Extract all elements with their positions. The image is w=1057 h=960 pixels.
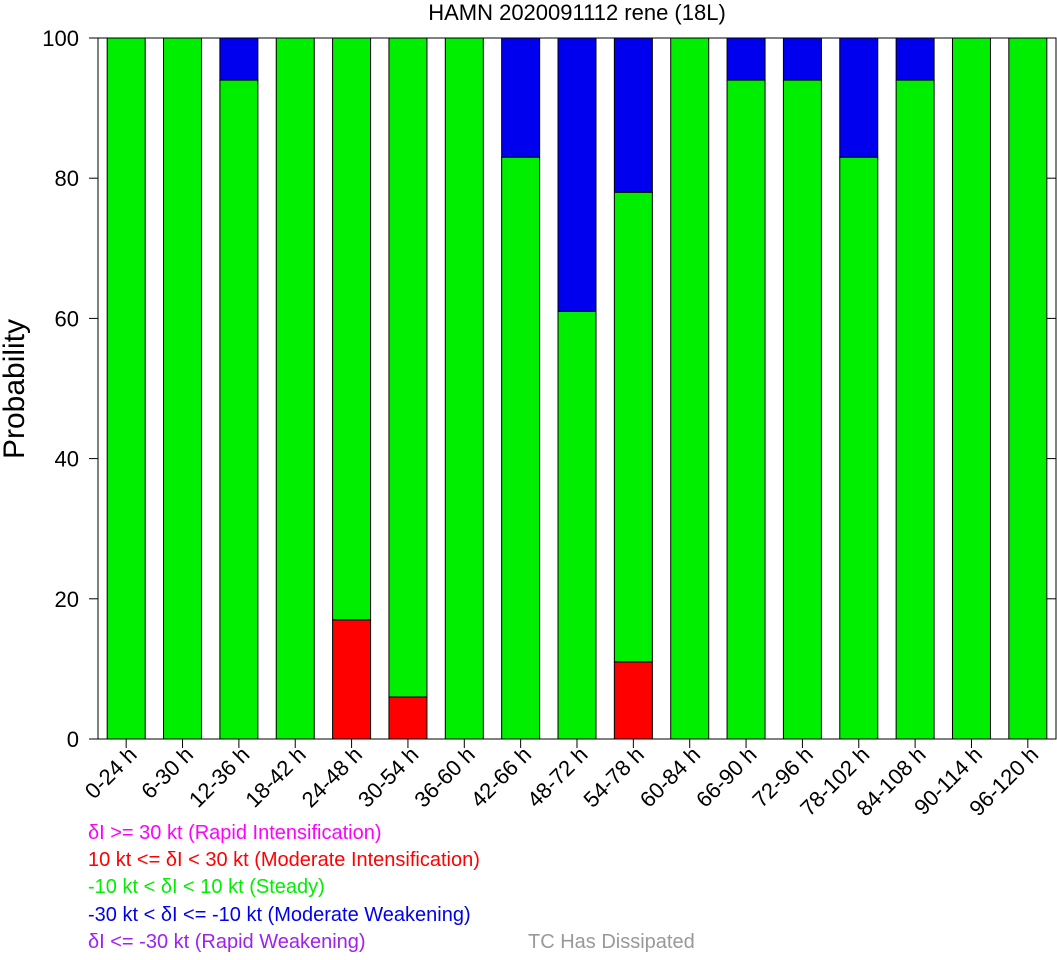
x-tick-label: 60-84 h	[635, 742, 705, 812]
bar-moderate-intensification-9	[613, 661, 653, 740]
bar-moderate-weakening-8	[557, 37, 597, 312]
bar-moderate-weakening-7	[501, 37, 541, 158]
x-tick-label: 12-36 h	[184, 742, 254, 812]
y-tick-label: 40	[55, 447, 79, 472]
x-tick-label: 66-90 h	[691, 742, 761, 812]
bar-steady-10	[670, 37, 710, 740]
y-tick-label: 20	[55, 587, 79, 612]
bar-moderate-weakening-14	[895, 37, 935, 81]
x-tick-label: 48-72 h	[522, 742, 592, 812]
y-tick-label: 80	[55, 166, 79, 191]
bar-steady-14	[895, 79, 935, 740]
bar-steady-5	[388, 37, 428, 698]
x-ticks: 0-24 h6-30 h12-36 h18-42 h24-48 h30-54 h…	[80, 739, 1043, 821]
bar-steady-15	[951, 37, 991, 740]
plot-frame	[97, 37, 1057, 740]
x-tick-label: 0-24 h	[80, 742, 142, 804]
legend-dissipated: TC Has Dissipated	[528, 931, 695, 953]
y-tick-label: 100	[42, 26, 79, 51]
bar-steady-4	[332, 37, 372, 621]
y-tick-label: 0	[67, 727, 79, 752]
bar-steady-12	[782, 79, 822, 740]
bar-steady-1	[163, 37, 203, 740]
bar-steady-6	[444, 37, 484, 740]
bars	[106, 37, 1048, 740]
bar-steady-11	[726, 79, 766, 740]
bar-steady-0	[106, 37, 146, 740]
bar-moderate-weakening-9	[613, 37, 653, 193]
bar-steady-8	[557, 310, 597, 740]
x-tick-label: 42-66 h	[466, 742, 536, 812]
bar-moderate-weakening-11	[726, 37, 766, 81]
legend-moderate-weakening: -30 kt < δI <= -10 kt (Moderate Weakenin…	[88, 904, 471, 926]
x-tick-label: 54-78 h	[578, 742, 648, 812]
bar-moderate-intensification-4	[332, 619, 372, 740]
bar-moderate-weakening-2	[219, 37, 259, 81]
legend-moderate-intensification: 10 kt <= δI < 30 kt (Moderate Intensific…	[88, 849, 480, 871]
x-tick-label: 18-42 h	[240, 742, 310, 812]
bar-steady-3	[275, 37, 315, 740]
chart-title: HAMN 2020091112 rene (18L)	[428, 0, 726, 25]
bar-moderate-intensification-5	[388, 696, 428, 740]
bar-steady-9	[613, 191, 653, 663]
x-tick-label: 30-54 h	[353, 742, 423, 812]
legend-steady: -10 kt < δI < 10 kt (Steady)	[88, 876, 325, 898]
bar-steady-2	[219, 79, 259, 740]
bar-moderate-weakening-13	[839, 37, 879, 158]
bar-moderate-weakening-12	[782, 37, 822, 81]
y-ticks: 0 20 40 60 80 100	[42, 26, 1056, 752]
bar-steady-7	[501, 156, 541, 740]
bar-steady-16	[1008, 37, 1048, 740]
bar-steady-13	[839, 156, 879, 740]
x-tick-label: 36-60 h	[409, 742, 479, 812]
legend-rapid-weakening: δI <= -30 kt (Rapid Weakening)	[88, 931, 366, 953]
y-axis-label: Probability	[0, 319, 31, 459]
legend-rapid-intensification: δI >= 30 kt (Rapid Intensification)	[88, 822, 382, 844]
y-tick-label: 60	[55, 306, 79, 331]
x-tick-label: 24-48 h	[297, 742, 367, 812]
